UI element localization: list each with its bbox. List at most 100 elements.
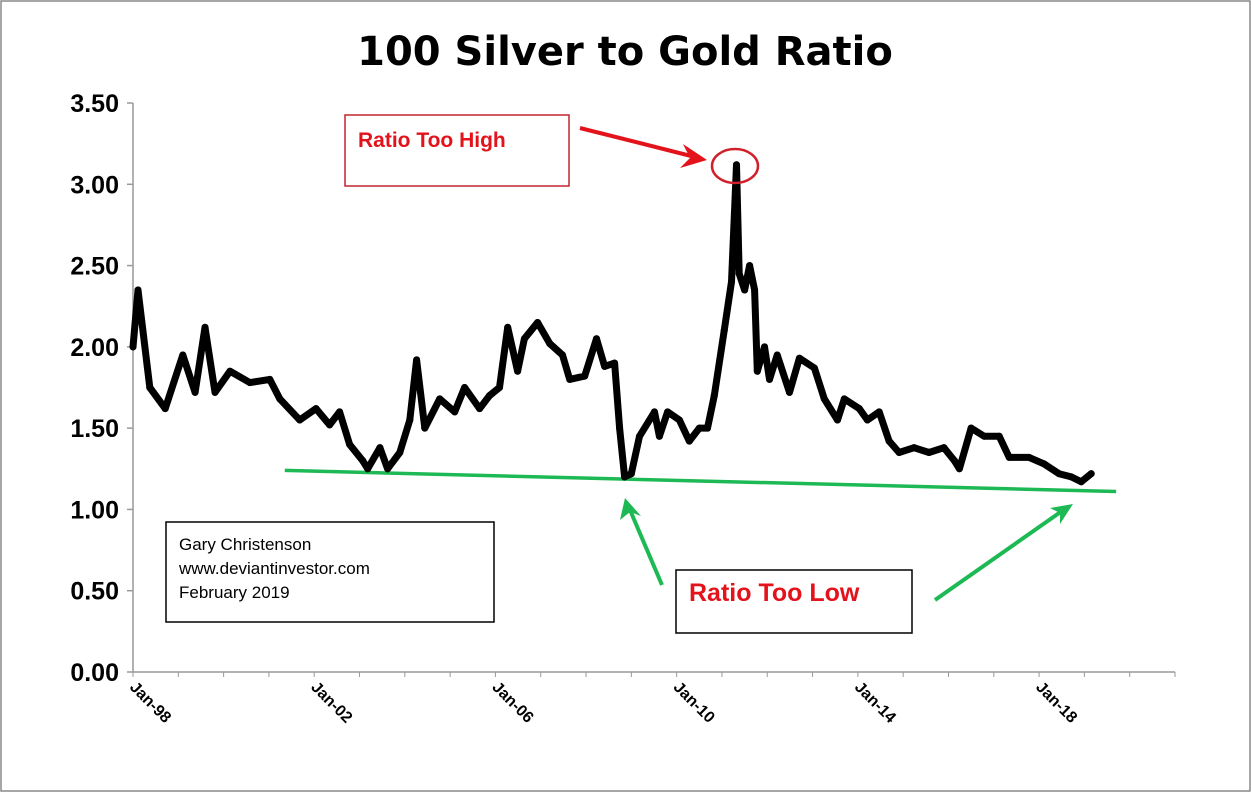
data-point (534, 318, 542, 326)
ratio-too-high-box (344, 114, 570, 187)
data-point (191, 388, 199, 396)
data-point (161, 405, 169, 413)
data-point (910, 444, 918, 452)
data-point (1040, 460, 1048, 468)
data-point (312, 405, 320, 413)
data-point (741, 286, 749, 294)
data-point (650, 408, 658, 416)
data-point (1077, 478, 1085, 486)
y-tick-label: 2.50 (70, 253, 119, 281)
data-point (710, 392, 718, 400)
data-point (950, 457, 958, 465)
data-point (359, 457, 367, 465)
peak-circle (710, 147, 760, 185)
data-point (326, 421, 334, 429)
data-point (134, 286, 142, 294)
data-point (546, 340, 554, 348)
data-point (855, 405, 863, 413)
data-point (627, 470, 635, 478)
y-tick-label: 0.50 (70, 578, 119, 606)
data-point (773, 351, 781, 359)
low-arrow-left (628, 509, 664, 586)
data-point (581, 372, 589, 380)
low-arrow-left-head (620, 498, 641, 520)
ratio-too-high-label: Ratio Too High (358, 129, 506, 152)
credit-box (165, 521, 495, 623)
low-arrow-right-head (1050, 504, 1073, 524)
data-point (810, 364, 818, 372)
data-point (451, 408, 459, 416)
data-point (520, 335, 528, 343)
data-point (376, 444, 384, 452)
y-tick-label: 3.00 (70, 171, 119, 199)
data-point (601, 362, 609, 370)
data-point (421, 424, 429, 432)
data-point (201, 323, 209, 331)
data-point (1067, 473, 1075, 481)
series-group (129, 161, 1095, 486)
data-point (486, 392, 494, 400)
data-point (955, 465, 963, 473)
data-point (863, 416, 871, 424)
data-point (980, 432, 988, 440)
trendline (284, 468, 1117, 494)
data-point (476, 405, 484, 413)
high-arrow-head (680, 144, 707, 168)
data-point (496, 384, 504, 391)
data-point (695, 424, 703, 432)
data-point (995, 432, 1003, 440)
data-point (732, 161, 740, 169)
data-point (746, 262, 754, 270)
y-tick-label: 2.00 (70, 334, 119, 362)
credit-site: www.deviantinvestor.com (178, 559, 370, 578)
data-point (925, 449, 933, 457)
data-point (246, 379, 254, 387)
data-point (967, 424, 975, 432)
data-point (592, 335, 600, 343)
data-point (461, 384, 469, 391)
data-point (211, 388, 219, 396)
data-point (655, 432, 663, 440)
data-point (895, 449, 903, 457)
ratio-too-low-box (675, 569, 913, 634)
data-point (504, 323, 512, 331)
data-point (1025, 453, 1033, 461)
data-point (753, 367, 761, 375)
data-point (296, 416, 304, 424)
trendline-group (284, 468, 1117, 494)
data-point (276, 395, 284, 403)
data-point (566, 375, 574, 383)
data-point (1087, 470, 1095, 478)
ratio-too-low-label: Ratio Too Low (689, 579, 860, 607)
low-arrow-right (933, 509, 1064, 602)
data-point (1055, 470, 1063, 478)
data-point (384, 465, 392, 473)
data-point (364, 465, 372, 473)
y-tick-label: 3.50 (70, 90, 119, 118)
data-point (146, 384, 154, 391)
data-point (761, 343, 769, 351)
data-point (514, 367, 522, 375)
data-point (611, 359, 619, 367)
data-point (266, 375, 274, 383)
data-point (336, 408, 344, 416)
y-tick-label: 0.00 (70, 659, 119, 687)
credit-date: February 2019 (179, 583, 290, 602)
chart-title: 100 Silver to Gold Ratio (357, 29, 893, 75)
y-tick-label: 1.00 (70, 496, 119, 524)
data-point (675, 416, 683, 424)
data-point (885, 437, 893, 445)
data-point (751, 286, 759, 294)
data-point (406, 416, 414, 424)
data-point (833, 416, 841, 424)
data-point (795, 354, 803, 362)
data-point (875, 408, 883, 416)
data-point (720, 327, 728, 335)
y-tick-label: 1.50 (70, 415, 119, 443)
data-point (436, 395, 444, 403)
data-point (226, 367, 234, 375)
data-point (840, 395, 848, 403)
data-point (766, 375, 774, 383)
